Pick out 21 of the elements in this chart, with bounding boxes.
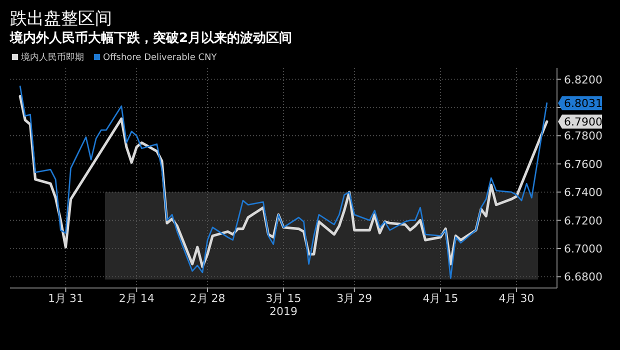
chart-subtitle: 境内外人民币大幅下跌，突破2月以来的波动区间 [9,30,292,46]
x-tick-label: 2月 28 [190,292,226,305]
y-tick-label: 6.7400 [564,186,602,200]
x-tick-label: 3月 15 [266,292,302,305]
y-tick-label: 6.7000 [564,242,602,256]
legend-label: 境内人民币即期 [20,52,84,63]
data-label: 6.7900 [564,116,602,129]
chart-title: 跌出盘整区间 [10,9,112,29]
y-tick-label: 6.8200 [564,73,602,86]
x-axis-title: 2019 [270,305,298,318]
data-label: 6.8031 [564,97,602,110]
y-tick-label: 6.7800 [564,130,602,143]
x-tick-label: 4月 30 [498,292,534,305]
y-tick-label: 6.7600 [564,158,602,171]
legend-label: Offshore Deliverable CNY [103,53,218,63]
x-tick-label: 3月 29 [336,292,372,305]
y-tick-label: 6.7200 [564,214,602,228]
y-tick-label: 6.6800 [564,270,602,284]
x-tick-label: 4月 15 [422,292,458,305]
x-tick-label: 2月 14 [118,292,154,305]
x-tick-label: 1月 31 [48,292,84,305]
